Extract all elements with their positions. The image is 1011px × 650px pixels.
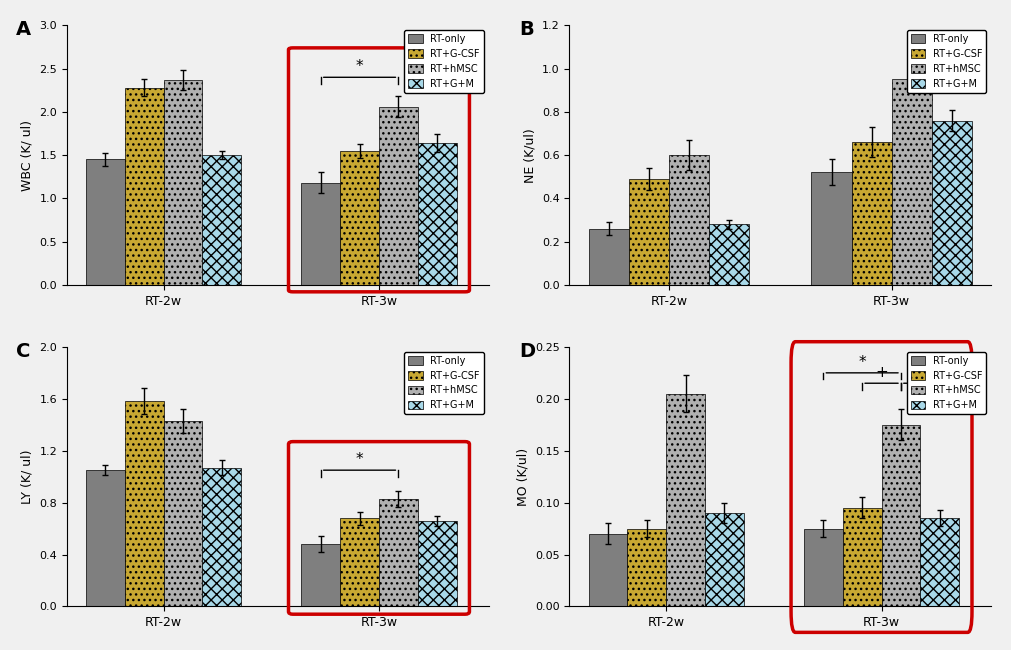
Bar — [705, 513, 743, 606]
Bar — [709, 224, 748, 285]
Bar — [164, 421, 202, 606]
Bar — [811, 172, 851, 285]
Text: C: C — [16, 342, 30, 361]
Y-axis label: NE (K/ul): NE (K/ul) — [523, 128, 536, 183]
Bar — [124, 402, 164, 606]
Bar — [665, 394, 705, 606]
Bar — [86, 159, 124, 285]
Bar — [124, 88, 164, 285]
Bar — [842, 508, 881, 606]
Text: A: A — [16, 20, 31, 39]
Bar — [301, 544, 340, 606]
Text: D: D — [519, 342, 535, 361]
Bar — [628, 179, 668, 285]
Bar — [891, 79, 931, 285]
Bar — [851, 142, 891, 285]
Bar — [588, 534, 627, 606]
Text: #: # — [913, 365, 926, 380]
Bar — [340, 151, 378, 285]
Text: B: B — [519, 20, 533, 39]
Bar — [668, 155, 709, 285]
Legend: RT-only, RT+G-CSF, RT+hMSC, RT+G+M: RT-only, RT+G-CSF, RT+hMSC, RT+G+M — [906, 31, 986, 92]
Bar — [301, 183, 340, 285]
Bar — [931, 120, 971, 285]
Text: *: * — [356, 59, 363, 74]
Bar — [202, 155, 241, 285]
Bar — [164, 80, 202, 285]
Bar — [202, 467, 241, 606]
Bar — [919, 518, 958, 606]
Bar — [627, 528, 665, 606]
Bar — [881, 424, 919, 606]
Bar — [378, 107, 418, 285]
Legend: RT-only, RT+G-CSF, RT+hMSC, RT+G+M: RT-only, RT+G-CSF, RT+hMSC, RT+G+M — [403, 352, 483, 414]
Text: *: * — [857, 355, 865, 370]
Text: +: + — [875, 365, 887, 380]
Bar — [340, 518, 378, 606]
Bar — [588, 229, 628, 285]
Legend: RT-only, RT+G-CSF, RT+hMSC, RT+G+M: RT-only, RT+G-CSF, RT+hMSC, RT+G+M — [403, 31, 483, 92]
Y-axis label: MO (K/ul): MO (K/ul) — [516, 448, 529, 506]
Bar — [86, 470, 124, 606]
Legend: RT-only, RT+G-CSF, RT+hMSC, RT+G+M: RT-only, RT+G-CSF, RT+hMSC, RT+G+M — [906, 352, 986, 414]
Text: *: * — [356, 452, 363, 467]
Y-axis label: WBC (K/ ul): WBC (K/ ul) — [21, 120, 33, 190]
Bar — [418, 143, 456, 285]
Y-axis label: LY (K/ ul): LY (K/ ul) — [21, 449, 33, 504]
Bar — [378, 499, 418, 606]
Bar — [418, 521, 456, 606]
Bar — [803, 528, 842, 606]
